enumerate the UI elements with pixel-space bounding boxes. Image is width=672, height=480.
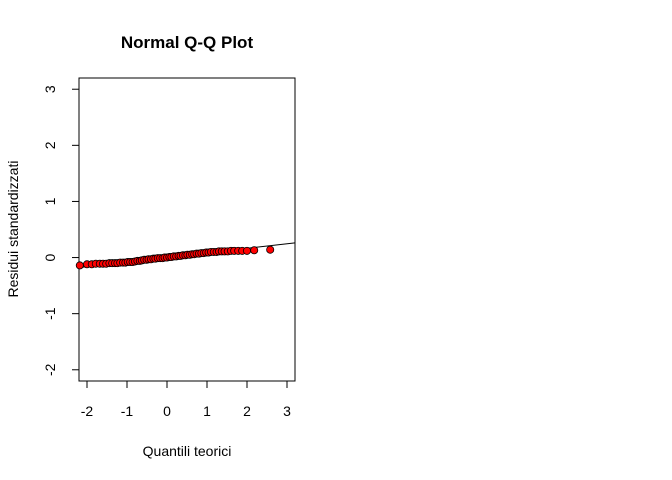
x-tick-label: 0	[163, 403, 171, 419]
y-tick-label: 0	[42, 253, 58, 261]
data-point	[242, 246, 251, 255]
x-tick-label: 1	[203, 403, 211, 419]
y-tick-label: -2	[42, 363, 58, 376]
x-tick-label: -2	[81, 403, 94, 419]
plot-area-frame	[78, 77, 296, 382]
x-tick-label: -1	[121, 403, 134, 419]
data-point	[250, 246, 259, 255]
x-axis-label: Quantili teorici	[143, 443, 232, 459]
y-tick-label: 3	[42, 85, 58, 93]
points-layer	[75, 245, 275, 270]
x-tick-label: 2	[243, 403, 251, 419]
chart-title: Normal Q-Q Plot	[121, 33, 254, 52]
x-tick-label: 3	[283, 403, 291, 419]
x-axis: -2 -1 0 1 2 3	[81, 380, 291, 419]
y-tick-label: 2	[42, 141, 58, 149]
y-axis-label: Residui standardizzati	[5, 161, 21, 298]
data-point	[75, 261, 84, 270]
y-axis: -2 -1 0 1 2 3	[42, 85, 80, 376]
y-tick-label: 1	[42, 197, 58, 205]
data-point	[266, 245, 275, 254]
y-tick-label: -1	[42, 307, 58, 320]
